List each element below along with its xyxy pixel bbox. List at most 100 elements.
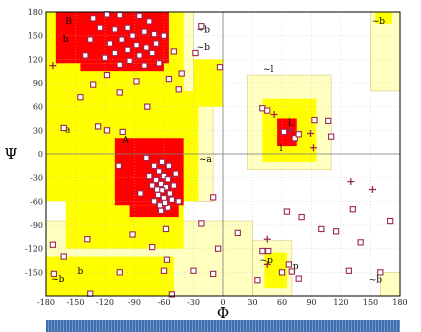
residue-marker: [153, 186, 161, 193]
x-tick-labels: -180 -150 -120 -90 -60 -30 0 30 60 90 120 150 180: [37, 298, 408, 307]
residue-marker: [172, 170, 179, 177]
residue-marker: [129, 32, 136, 39]
residue-marker: [278, 269, 286, 276]
residue-marker: [96, 24, 104, 31]
region-label: ~b: [197, 26, 211, 36]
glycine-marker: [347, 178, 355, 186]
y-tick-label: -150: [25, 268, 43, 277]
residue-marker: [325, 117, 332, 125]
residue-marker: [295, 275, 302, 282]
glycine-marker: [263, 235, 271, 243]
residue-marker: [175, 198, 182, 205]
region-c-18: [129, 205, 179, 218]
residue-marker: [106, 40, 114, 47]
region-label: ~a: [199, 155, 213, 165]
region-label: ~b: [372, 17, 386, 27]
x-tick-label: -120: [96, 298, 114, 307]
residue-marker: [49, 241, 57, 248]
residue-marker: [124, 46, 131, 54]
residue-marker: [164, 176, 172, 183]
residue-marker: [345, 267, 353, 274]
region-label: a: [65, 126, 71, 136]
residue-marker: [357, 239, 364, 246]
y-tick-label: -30: [30, 174, 43, 183]
residue-marker: [136, 12, 143, 20]
glycine-marker: [286, 126, 294, 134]
residue-marker: [168, 291, 176, 298]
residue-marker: [283, 208, 291, 215]
region-label: A: [121, 136, 129, 146]
y-tick-label: 90: [33, 79, 43, 88]
y-tick-label: 180: [28, 8, 43, 17]
glycine-marker: [263, 260, 271, 268]
x-tick-label: -180: [37, 298, 55, 307]
region-a-10: [46, 256, 174, 296]
residue-marker: [295, 131, 302, 138]
x-axis-title: Φ: [217, 304, 229, 322]
residue-marker: [288, 268, 295, 275]
residue-marker: [84, 236, 91, 243]
residue-marker: [133, 41, 140, 49]
residue-marker: [332, 228, 340, 235]
x-tick-label: 90: [306, 298, 316, 307]
residue-marker: [160, 172, 168, 180]
residue-marker: [94, 123, 102, 130]
plot-border: [45, 11, 401, 297]
residue-marker: [116, 12, 123, 19]
residue-marker: [115, 162, 122, 169]
x-tick-label: -90: [128, 298, 141, 307]
y-tick-label: 0: [38, 150, 43, 159]
residue-marker: [160, 32, 168, 39]
region-label: l: [280, 144, 283, 154]
residue-marker: [234, 229, 241, 237]
residue-marker: [210, 270, 217, 278]
residue-marker: [377, 269, 384, 276]
y-tick-label: 150: [28, 32, 43, 41]
x-tick-label: 120: [333, 298, 348, 307]
residue-marker: [152, 176, 160, 184]
residue-marker: [214, 245, 222, 252]
residue-marker: [111, 26, 118, 33]
residue-marker: [103, 71, 111, 79]
residue-marker: [103, 127, 111, 134]
residue-marker: [133, 78, 140, 85]
x-tick-label: -60: [158, 298, 171, 307]
glycine-marker: [309, 144, 317, 152]
residue-marker: [77, 94, 84, 101]
region-labels: Bb ~b ~b a A ~a ~l Ll ~p p b ~b ~b ~b: [51, 17, 385, 286]
y-tick-labels: 180 150 120 90 60 30 0 -30 -60 -90 -120 -150: [25, 8, 43, 277]
residue-marker: [170, 48, 177, 55]
y-tick-label: -120: [25, 245, 43, 254]
residue-marker: [119, 128, 126, 136]
residue-marker: [216, 64, 224, 71]
residue-marker: [60, 253, 67, 260]
residue-marker: [154, 191, 162, 199]
y-tick-label: -90: [30, 221, 43, 230]
region-label: b: [63, 35, 69, 45]
residue-marker: [192, 49, 199, 57]
residue-marker: [157, 207, 165, 214]
glycine-marker: [307, 129, 315, 137]
residue-marker: [265, 247, 272, 255]
grid-lines: [45, 11, 401, 296]
residue-marker: [151, 162, 158, 169]
residue-marker: [143, 154, 150, 162]
residue-marker: [101, 54, 109, 61]
residue-marker: [318, 225, 325, 233]
region-label: ~b: [51, 275, 65, 285]
residue-marker: [387, 217, 394, 225]
residue-marker: [259, 247, 266, 255]
residue-marker: [116, 269, 123, 276]
residue-marker: [168, 196, 176, 203]
residue-marker: [149, 243, 156, 251]
x-tick-label: 180: [392, 298, 407, 307]
residue-marker: [155, 60, 163, 67]
residue-marker: [141, 62, 148, 69]
residue-marker: [152, 40, 160, 47]
residue-marker: [124, 24, 131, 31]
region-label: p: [293, 262, 299, 272]
residue-marker: [165, 75, 173, 83]
residue-marker: [160, 267, 168, 274]
